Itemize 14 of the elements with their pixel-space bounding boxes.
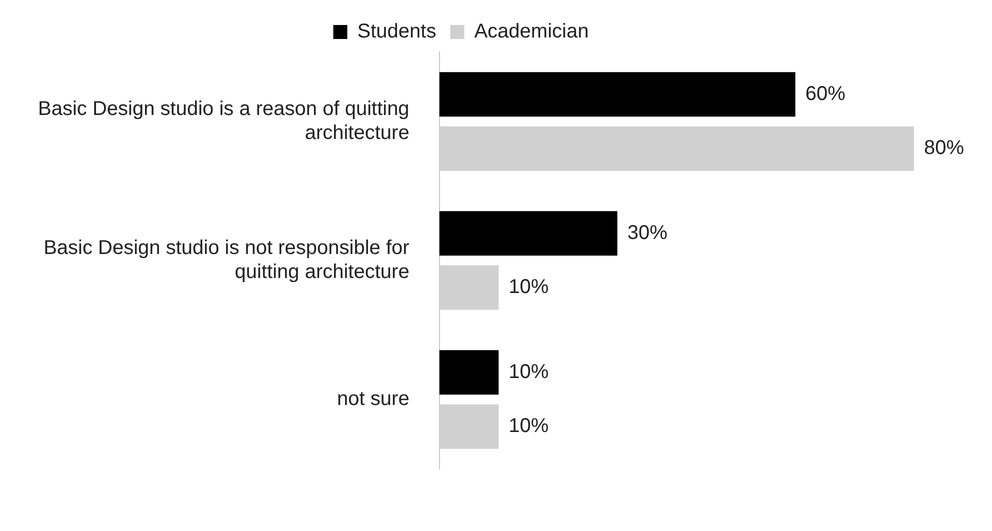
- y-tick-label: Basic Design studio is not responsible for quitting architecture: [44, 237, 410, 284]
- y-tick-label: not sure: [337, 388, 410, 410]
- data-label: 80%: [924, 137, 964, 160]
- bar: [439, 72, 796, 117]
- data-label: 30%: [627, 222, 668, 244]
- bar: [439, 350, 499, 395]
- y-tick-label: Basic Design studio is a reason of quitting architecture: [38, 98, 410, 144]
- data-label: 10%: [508, 276, 549, 298]
- data-label: 60%: [805, 82, 846, 105]
- data-label: 10%: [508, 415, 549, 438]
- legend-label: Academician: [474, 20, 589, 43]
- data-label: 10%: [508, 360, 549, 383]
- legend-label: Students: [357, 20, 436, 43]
- bar: [439, 211, 618, 256]
